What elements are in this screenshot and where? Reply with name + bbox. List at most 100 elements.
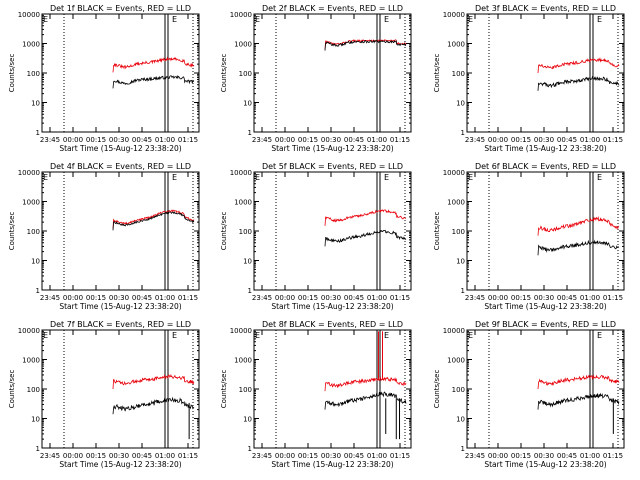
y-tick-label: 100 (239, 228, 252, 236)
marker-letter-left: E (43, 15, 48, 24)
x-tick-label: 01:15 (390, 136, 410, 144)
panel-det-8: Det 8f BLACK = Events, RED = LLD 1 10 100 10… (220, 320, 412, 469)
x-tick-label: 23:45 (465, 294, 485, 302)
lld-series-line (112, 56, 195, 73)
y-tick-label: 10 (243, 100, 252, 108)
x-tick-label: 00:45 (132, 294, 152, 302)
panel-title: Det 7f BLACK = Events, RED = LLD (50, 320, 191, 329)
x-tick-label: 00:15 (511, 294, 531, 302)
x-tick-label: 00:15 (86, 452, 106, 460)
events-series-line (537, 75, 620, 91)
y-axis-label: Counts/sec (433, 370, 441, 409)
marker-letter-right: E (384, 331, 389, 340)
y-tick-label: 10000 (230, 327, 252, 335)
panel-det-6: Det 6f BLACK = Events, RED = LLD 1 10 100 10… (433, 162, 625, 311)
y-tick-label: 1000 (447, 199, 465, 207)
y-tick-label: 10 (243, 258, 252, 266)
y-tick-label: 10 (456, 416, 465, 424)
y-tick-label: 1000 (447, 357, 465, 365)
y-tick-label: 100 (452, 228, 465, 236)
plot-frame (253, 329, 412, 449)
x-axis-label: Start Time (15-Aug-12 23:38:20) (271, 460, 393, 469)
y-tick-label: 1000 (234, 199, 252, 207)
marker-letter-left: E (255, 173, 260, 182)
x-tick-label: 00:30 (109, 136, 129, 144)
x-tick-label: 23:45 (465, 452, 485, 460)
y-tick-label: 1 (461, 287, 465, 295)
y-tick-label: 10 (243, 416, 252, 424)
y-tick-label: 100 (27, 386, 40, 394)
x-tick-label: 00:45 (557, 136, 577, 144)
x-axis-label: Start Time (15-Aug-12 23:38:20) (59, 460, 181, 469)
y-tick-label: 1 (248, 129, 252, 137)
panel-title: Det 3f BLACK = Events, RED = LLD (475, 4, 616, 13)
marker-letter-right: E (172, 15, 177, 24)
lld-series-line (324, 209, 407, 226)
y-tick-label: 10000 (18, 327, 40, 335)
x-tick-label: 01:00 (155, 294, 175, 302)
x-tick-label: 01:15 (178, 452, 198, 460)
x-axis-label: Start Time (15-Aug-12 23:38:20) (59, 144, 181, 153)
marker-letter-left: E (43, 331, 48, 340)
x-tick-label: 00:00 (275, 452, 295, 460)
events-series-line (537, 239, 620, 256)
panel-det-1: Det 1f BLACK = Events, RED = LLD 1 10 100 10… (8, 4, 200, 153)
y-tick-label: 1 (461, 445, 465, 453)
events-series-line (324, 39, 407, 51)
marker-letter-left: E (43, 173, 48, 182)
x-tick-label: 00:30 (109, 294, 129, 302)
x-tick-label: 23:45 (40, 294, 60, 302)
x-tick-label: 01:15 (603, 294, 623, 302)
y-tick-label: 10 (456, 258, 465, 266)
x-tick-label: 00:45 (344, 452, 364, 460)
y-tick-label: 10000 (230, 169, 252, 177)
x-tick-label: 01:00 (367, 136, 387, 144)
y-tick-label: 10000 (443, 327, 465, 335)
x-tick-label: 01:15 (603, 452, 623, 460)
x-tick-label: 00:00 (488, 136, 508, 144)
marker-letter-right: E (172, 331, 177, 340)
x-tick-label: 00:30 (321, 452, 341, 460)
marker-letter-left: E (468, 331, 473, 340)
panel-title: Det 1f BLACK = Events, RED = LLD (50, 4, 191, 13)
y-tick-label: 10000 (18, 11, 40, 19)
x-tick-label: 00:30 (321, 294, 341, 302)
lld-series-line (324, 376, 407, 392)
x-tick-label: 00:15 (298, 136, 318, 144)
x-tick-label: 00:45 (344, 294, 364, 302)
x-axis-label: Start Time (15-Aug-12 23:38:20) (484, 460, 606, 469)
y-tick-label: 100 (452, 70, 465, 78)
y-tick-label: 1 (36, 287, 40, 295)
x-tick-label: 23:45 (465, 136, 485, 144)
panel-det-9: Det 9f BLACK = Events, RED = LLD 1 10 100 10… (433, 320, 625, 469)
y-tick-label: 100 (239, 386, 252, 394)
y-axis-label: Counts/sec (8, 370, 16, 409)
panel-title: Det 2f BLACK = Events, RED = LLD (262, 4, 403, 13)
x-tick-label: 01:15 (603, 136, 623, 144)
x-axis-label: Start Time (15-Aug-12 23:38:20) (484, 144, 606, 153)
events-series-line (537, 392, 620, 410)
panel-det-7: Det 7f BLACK = Events, RED = LLD 1 10 100 10… (8, 320, 200, 469)
x-tick-label: 01:00 (580, 136, 600, 144)
y-axis-label: Counts/sec (8, 54, 16, 93)
panel-title: Det 6f BLACK = Events, RED = LLD (475, 162, 616, 171)
panel-title: Det 4f BLACK = Events, RED = LLD (50, 162, 191, 171)
panel-det-5: Det 5f BLACK = Events, RED = LLD 1 10 100 10… (220, 162, 412, 311)
y-tick-label: 1 (461, 129, 465, 137)
x-axis-label: Start Time (15-Aug-12 23:38:20) (271, 302, 393, 311)
x-axis-label: Start Time (15-Aug-12 23:38:20) (271, 144, 393, 153)
x-tick-label: 01:15 (178, 294, 198, 302)
lld-series-line (537, 216, 620, 236)
y-tick-label: 1000 (22, 41, 40, 49)
events-series-line (112, 396, 195, 415)
x-tick-label: 00:45 (557, 294, 577, 302)
x-tick-label: 00:30 (321, 136, 341, 144)
y-tick-label: 10000 (443, 169, 465, 177)
panel-det-2: Det 2f BLACK = Events, RED = LLD 1 10 100 10… (220, 4, 412, 153)
x-tick-label: 00:00 (63, 452, 83, 460)
marker-letter-right: E (172, 173, 177, 182)
plot-frame (466, 13, 625, 133)
marker-letter-right: E (597, 331, 602, 340)
plot-frame (41, 329, 200, 449)
